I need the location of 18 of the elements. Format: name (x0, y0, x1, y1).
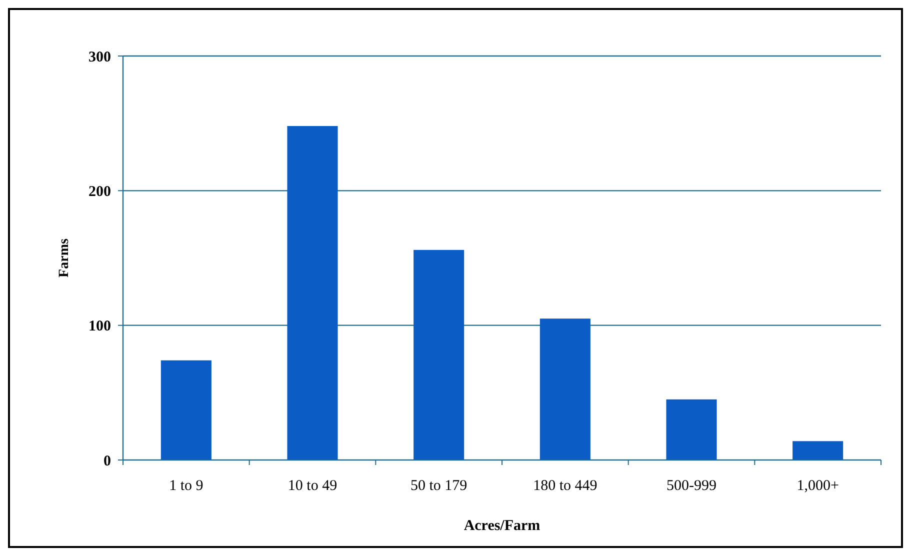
y-tick-label: 300 (88, 49, 111, 66)
bar (792, 441, 844, 460)
x-tick-label: 50 to 179 (410, 478, 468, 494)
x-tick-label: 1,000+ (796, 478, 839, 494)
y-tick-label: 0 (104, 453, 111, 470)
y-axis-title: Farms (57, 238, 72, 278)
bar (540, 318, 590, 460)
bar (666, 399, 717, 460)
x-tick-label: 500-999 (666, 478, 716, 494)
bar (414, 250, 464, 460)
x-tick-label: 10 to 49 (288, 478, 338, 494)
x-axis-title: Acres/Farm (464, 518, 541, 534)
bar (287, 126, 338, 460)
x-tick-label: 1 to 9 (169, 478, 204, 494)
x-tick-label: 180 to 449 (533, 478, 598, 494)
y-tick-label: 200 (88, 184, 111, 200)
y-tick-label: 100 (88, 318, 111, 335)
bar (160, 360, 212, 460)
